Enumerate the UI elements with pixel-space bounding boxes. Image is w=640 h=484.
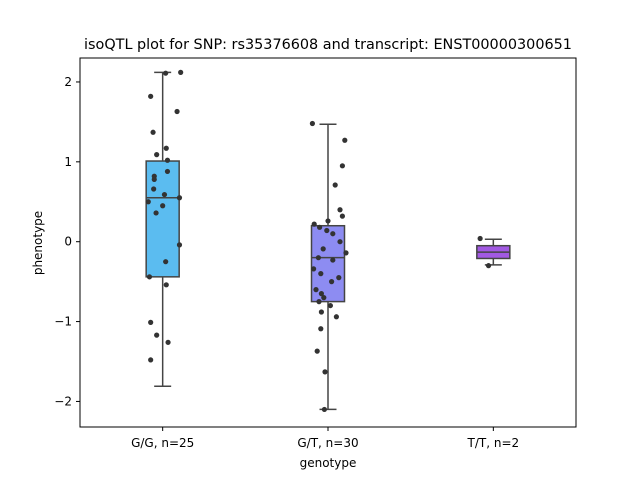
data-point-1-12 xyxy=(320,246,326,252)
data-point-1-4 xyxy=(337,207,343,213)
data-point-1-9 xyxy=(324,227,330,234)
data-point-1-27 xyxy=(318,326,324,332)
data-point-0-20 xyxy=(163,282,169,288)
data-point-1-0 xyxy=(309,120,315,127)
data-point-1-10 xyxy=(330,231,336,237)
data-point-0-17 xyxy=(176,242,183,248)
data-point-1-7 xyxy=(311,221,317,227)
data-point-1-24 xyxy=(327,302,333,309)
data-point-0-8 xyxy=(164,168,171,175)
data-point-1-13 xyxy=(343,250,349,256)
data-point-0-13 xyxy=(176,195,183,201)
y-tick-label-4: −2 xyxy=(54,394,72,408)
data-point-1-11 xyxy=(337,239,343,245)
y-axis: 2 1 0 −1 −2 xyxy=(54,75,80,408)
data-point-1-20 xyxy=(313,287,319,293)
data-point-2-1 xyxy=(485,263,492,269)
data-point-1-19 xyxy=(329,279,335,285)
data-point-0-11 xyxy=(151,186,157,192)
y-tick-label-3: −1 xyxy=(54,315,72,329)
y-tick-label-1: 1 xyxy=(64,155,72,169)
data-point-0-24 xyxy=(148,357,154,363)
data-point-0-2 xyxy=(148,93,154,99)
data-point-1-23 xyxy=(316,299,322,305)
data-point-1-6 xyxy=(325,218,331,224)
data-point-0-16 xyxy=(153,210,159,216)
data-point-0-0 xyxy=(178,69,184,75)
data-point-1-2 xyxy=(339,163,345,169)
box-1 xyxy=(310,224,346,303)
x-tick-label-1: G/T, n=30 xyxy=(297,436,358,450)
data-point-2-0 xyxy=(477,235,483,242)
x-tick-label-0: G/G, n=25 xyxy=(131,436,194,450)
data-point-1-30 xyxy=(321,406,327,413)
data-point-0-21 xyxy=(148,319,154,325)
data-point-1-14 xyxy=(315,255,321,261)
y-tick-label-0: 2 xyxy=(64,75,72,89)
data-point-0-12 xyxy=(161,191,168,198)
data-point-1-29 xyxy=(322,369,328,375)
data-point-0-19 xyxy=(146,274,153,280)
data-point-1-18 xyxy=(336,275,342,281)
data-point-0-6 xyxy=(154,152,160,158)
data-point-1-8 xyxy=(317,224,323,230)
data-point-0-3 xyxy=(174,108,180,115)
data-point-0-4 xyxy=(150,129,156,135)
data-point-0-10 xyxy=(151,176,157,183)
boxes-layer xyxy=(145,71,511,411)
data-point-1-1 xyxy=(342,137,348,143)
data-point-1-3 xyxy=(332,182,338,188)
chart-title: isoQTL plot for SNP: rs35376608 and tran… xyxy=(84,37,572,53)
data-point-0-23 xyxy=(165,339,171,345)
data-point-0-15 xyxy=(160,203,166,209)
x-tick-label-2: T/T, n=2 xyxy=(467,436,520,450)
data-point-0-7 xyxy=(164,157,171,163)
data-point-1-25 xyxy=(318,309,324,315)
data-point-0-5 xyxy=(163,145,169,151)
data-point-1-15 xyxy=(330,257,336,263)
data-point-0-1 xyxy=(163,70,169,76)
data-point-1-5 xyxy=(339,213,345,219)
data-point-1-21 xyxy=(318,291,324,297)
data-point-1-28 xyxy=(314,348,320,354)
box-0 xyxy=(145,160,180,278)
data-point-0-14 xyxy=(145,199,151,205)
data-point-0-18 xyxy=(163,259,169,265)
x-axis: G/G, n=25 G/T, n=30 T/T, n=2 xyxy=(131,427,519,450)
data-point-1-17 xyxy=(318,271,324,277)
data-point-0-22 xyxy=(154,332,160,338)
data-point-1-26 xyxy=(333,314,339,320)
x-axis-title: genotype xyxy=(300,456,357,470)
y-axis-title: phenotype xyxy=(31,211,45,275)
y-tick-label-2: 0 xyxy=(64,235,72,249)
points-layer xyxy=(145,69,492,413)
data-point-1-16 xyxy=(311,266,317,272)
data-point-1-22 xyxy=(321,295,327,301)
